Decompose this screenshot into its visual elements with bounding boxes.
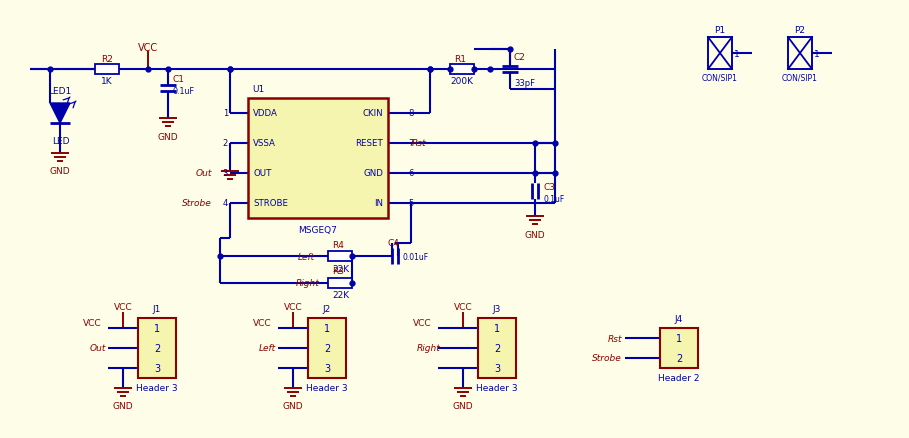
Text: P1: P1 bbox=[714, 25, 725, 35]
Bar bbox=[95, 65, 119, 75]
Text: 1: 1 bbox=[494, 323, 500, 333]
Text: C3: C3 bbox=[543, 182, 555, 191]
Text: 2: 2 bbox=[154, 343, 160, 353]
Text: R2: R2 bbox=[101, 54, 113, 64]
Text: GND: GND bbox=[453, 402, 474, 410]
Text: Right: Right bbox=[296, 279, 320, 288]
Text: P2: P2 bbox=[794, 25, 805, 35]
Text: 200K: 200K bbox=[450, 78, 473, 86]
Text: 2: 2 bbox=[223, 139, 228, 148]
Text: Header 3: Header 3 bbox=[136, 384, 178, 392]
Text: 6: 6 bbox=[408, 169, 414, 178]
Text: CKIN: CKIN bbox=[363, 109, 383, 118]
Text: 3: 3 bbox=[494, 363, 500, 373]
Polygon shape bbox=[50, 104, 70, 124]
Text: 2: 2 bbox=[676, 353, 682, 363]
Text: 22K: 22K bbox=[332, 264, 349, 273]
Bar bbox=[660, 328, 698, 368]
Bar bbox=[308, 318, 346, 378]
Text: 0.1uF: 0.1uF bbox=[543, 195, 564, 204]
Text: VCC: VCC bbox=[253, 319, 272, 328]
Text: U1: U1 bbox=[252, 84, 265, 93]
Text: CON/SIP1: CON/SIP1 bbox=[702, 73, 738, 82]
Text: 0.01uF: 0.01uF bbox=[402, 252, 428, 261]
Bar bbox=[478, 318, 516, 378]
Text: VCC: VCC bbox=[138, 43, 158, 53]
Text: VCC: VCC bbox=[413, 319, 432, 328]
Text: 7: 7 bbox=[408, 139, 414, 148]
Text: RESET: RESET bbox=[355, 139, 383, 148]
Bar bbox=[328, 251, 352, 261]
Bar bbox=[248, 99, 388, 219]
Text: 3: 3 bbox=[154, 363, 160, 373]
Text: Left: Left bbox=[298, 252, 315, 261]
Text: C1: C1 bbox=[172, 74, 184, 83]
Text: OUT: OUT bbox=[253, 169, 272, 178]
Text: 3: 3 bbox=[223, 169, 228, 178]
Text: 0.1uF: 0.1uF bbox=[172, 86, 194, 95]
Text: 3: 3 bbox=[324, 363, 330, 373]
Bar bbox=[138, 318, 176, 378]
Text: GND: GND bbox=[283, 402, 304, 410]
Text: CON/SIP1: CON/SIP1 bbox=[782, 73, 818, 82]
Text: GND: GND bbox=[363, 169, 383, 178]
Text: Header 2: Header 2 bbox=[658, 374, 700, 383]
Text: 33pF: 33pF bbox=[514, 79, 535, 88]
Text: GND: GND bbox=[157, 132, 178, 141]
Text: R3: R3 bbox=[332, 267, 344, 276]
Text: 2: 2 bbox=[494, 343, 500, 353]
Text: 4: 4 bbox=[223, 199, 228, 208]
Text: 5: 5 bbox=[408, 199, 414, 208]
Text: MSGEQ7: MSGEQ7 bbox=[298, 226, 337, 235]
Text: J1: J1 bbox=[153, 305, 161, 314]
Text: C2: C2 bbox=[514, 53, 526, 62]
Text: J4: J4 bbox=[674, 315, 684, 324]
Text: 1: 1 bbox=[154, 323, 160, 333]
Text: 1K: 1K bbox=[101, 78, 113, 86]
Text: C4: C4 bbox=[387, 238, 399, 247]
Text: GND: GND bbox=[50, 167, 70, 176]
Text: Out: Out bbox=[90, 344, 106, 353]
Text: VCC: VCC bbox=[454, 303, 473, 312]
Text: IN: IN bbox=[374, 199, 383, 208]
Text: Left: Left bbox=[259, 344, 276, 353]
Bar bbox=[788, 38, 812, 70]
Text: VCC: VCC bbox=[284, 303, 303, 312]
Text: 2: 2 bbox=[324, 343, 330, 353]
Text: Right: Right bbox=[416, 344, 440, 353]
Bar bbox=[328, 279, 352, 288]
Text: 1: 1 bbox=[223, 109, 228, 118]
Text: J3: J3 bbox=[493, 305, 501, 314]
Text: VCC: VCC bbox=[114, 303, 133, 312]
Bar bbox=[708, 38, 732, 70]
Text: VCC: VCC bbox=[83, 319, 102, 328]
Text: R4: R4 bbox=[332, 240, 344, 249]
Text: VDDA: VDDA bbox=[253, 109, 278, 118]
Text: 22K: 22K bbox=[332, 291, 349, 300]
Text: 1: 1 bbox=[676, 333, 682, 343]
Text: 1: 1 bbox=[324, 323, 330, 333]
Text: GND: GND bbox=[113, 402, 134, 410]
Text: Rst: Rst bbox=[412, 139, 426, 148]
Text: LED1: LED1 bbox=[48, 87, 71, 96]
Text: GND: GND bbox=[524, 230, 545, 239]
Text: Rst: Rst bbox=[607, 334, 622, 343]
Text: J2: J2 bbox=[323, 305, 331, 314]
Text: 1: 1 bbox=[814, 49, 820, 58]
Text: LED: LED bbox=[52, 137, 69, 146]
Text: 1: 1 bbox=[734, 49, 740, 58]
Text: Out: Out bbox=[195, 169, 212, 178]
Text: 8: 8 bbox=[408, 109, 414, 118]
Text: R1: R1 bbox=[454, 54, 466, 64]
Text: VSSA: VSSA bbox=[253, 139, 275, 148]
Bar bbox=[450, 65, 474, 75]
Text: Strobe: Strobe bbox=[182, 199, 212, 208]
Text: Header 3: Header 3 bbox=[306, 384, 348, 392]
Text: STROBE: STROBE bbox=[253, 199, 288, 208]
Text: Header 3: Header 3 bbox=[476, 384, 518, 392]
Text: Strobe: Strobe bbox=[593, 354, 622, 363]
